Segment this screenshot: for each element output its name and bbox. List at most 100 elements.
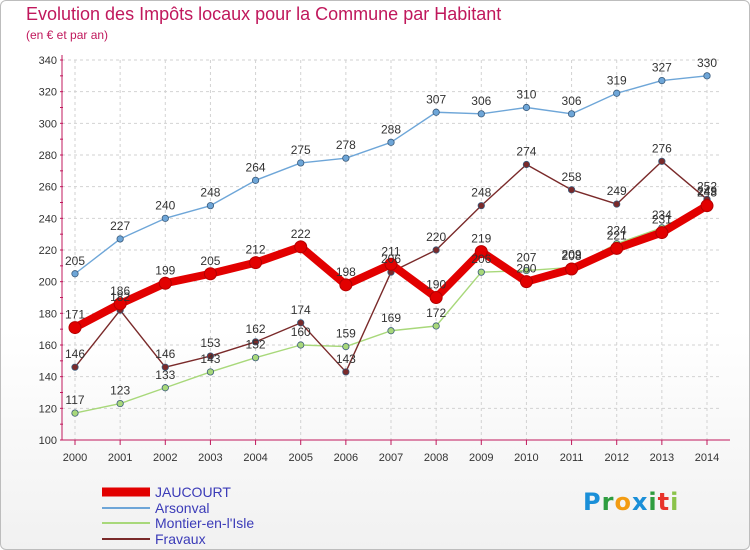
x-tick-label: 2012 [604,452,628,464]
data-label: 221 [607,228,627,242]
y-tick-label: 140 [39,372,57,384]
data-label: 248 [697,186,717,200]
data-point [297,159,305,167]
data-point [342,342,350,351]
data-point [161,214,169,222]
data-point [565,262,579,276]
data-label: 240 [155,198,175,212]
data-point [116,235,124,243]
data-point [658,76,666,85]
data-point [477,268,485,276]
y-tick-label: 280 [39,150,57,162]
data-point [477,110,485,118]
y-tick-label: 260 [39,182,57,194]
data-label: 146 [155,347,175,361]
data-label: 212 [246,243,266,257]
data-point [387,327,395,335]
x-tick-label: 2005 [288,452,312,464]
y-tick-label: 220 [39,245,57,257]
data-point [432,108,440,116]
data-point [522,266,531,275]
x-tick-label: 2006 [334,452,358,464]
data-label: 327 [652,61,672,75]
data-point [703,72,711,80]
data-point [658,157,666,165]
data-label: 171 [65,308,85,322]
data-label: 207 [516,251,536,265]
x-tick-label: 2001 [108,452,132,464]
data-label: 258 [562,170,582,184]
data-point [71,409,79,417]
data-label: 205 [200,254,220,268]
y-tick-label: 120 [39,403,57,415]
data-point [297,341,305,349]
data-point [249,256,263,270]
data-label: 264 [246,160,266,174]
data-point [655,226,669,240]
data-label: 159 [336,327,356,341]
data-label: 220 [426,230,446,244]
x-tick-label: 2007 [379,452,403,464]
data-label: 143 [336,352,356,366]
data-point [113,297,127,311]
data-point [610,241,624,255]
data-point [432,246,440,254]
data-point [477,202,485,210]
data-point [68,321,82,335]
data-label: 274 [516,145,536,159]
data-label: 222 [291,227,311,241]
data-point [522,160,531,169]
data-label: 206 [381,252,401,266]
data-point [71,270,79,278]
axes: 100 120 140 160 180 200 220 240 260 280 300 320 340 2… [39,55,730,464]
x-tick-label: 2011 [560,452,584,464]
x-tick-label: 2000 [63,452,87,464]
data-label: 162 [246,322,266,336]
chart-title: Evolution des Impôts locaux pour la Comm… [26,4,502,24]
data-point [429,291,443,304]
data-label: 275 [291,143,311,157]
chart-subtitle: (en € et par an) [26,28,109,42]
data-label: 146 [65,347,85,361]
y-tick-label: 240 [39,213,57,225]
data-label: 319 [607,73,627,87]
data-point [339,278,353,292]
x-tick-label: 2003 [198,452,222,464]
x-tick-label: 2009 [469,452,493,464]
data-point [206,202,215,210]
data-point [297,319,305,327]
data-label: 276 [652,141,672,155]
data-point [342,154,350,162]
data-label: 200 [516,262,536,276]
data-label: 248 [471,186,491,200]
x-tick-label: 2010 [514,452,538,464]
y-tick-label: 180 [39,308,57,320]
y-tick-label: 340 [39,55,57,67]
legend-label: JAUCOURT [155,484,231,500]
data-label: 234 [652,208,672,222]
data-label: 198 [336,265,356,279]
x-tick-label: 2013 [650,452,674,464]
y-tick-label: 320 [39,87,57,99]
data-point [161,384,169,392]
data-point [251,354,260,362]
data-label: 252 [697,179,717,193]
data-label: 199 [155,263,175,277]
data-label: 123 [110,384,130,398]
data-label: 310 [516,88,536,102]
data-label: 248 [200,186,220,200]
data-label: 160 [291,325,311,339]
x-tick-label: 2004 [243,452,267,464]
y-tick-label: 200 [39,277,57,289]
data-point [700,199,714,213]
legend-label: Arsonval [155,500,209,516]
data-label: 224 [607,224,627,238]
data-point [474,245,488,259]
data-label: 172 [426,306,446,320]
data-point [432,322,440,330]
data-point [613,89,621,97]
data-label: 117 [65,393,84,407]
data-point [342,368,350,376]
